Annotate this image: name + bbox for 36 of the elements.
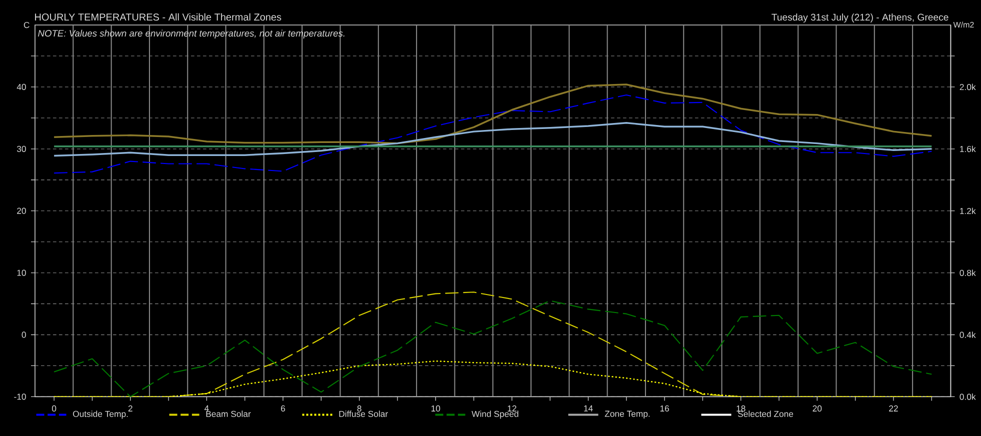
legend-label: Zone Temp. (604, 410, 650, 419)
x-tick-label: 10 (431, 405, 440, 412)
legend-label: Outside Temp. (73, 410, 128, 419)
y-tick-label: 40 (16, 84, 26, 90)
y-tick-label: 10 (17, 270, 26, 276)
x-tick-label: 18 (736, 405, 746, 412)
y2-tick-label: 1.6k (960, 146, 976, 152)
legend-label: Selected Zone (738, 410, 794, 417)
x-tick-label: 2 (128, 405, 132, 412)
chart-subtitle: Tuesday 31st July (212) - Athens, Greece (772, 14, 948, 22)
y-tick-label: 20 (17, 208, 26, 214)
line-series (53, 84, 933, 144)
y2-axis-title: W/m2 (953, 22, 974, 28)
y-tick-label: 0 (22, 332, 26, 338)
x-tick-label: 4 (204, 405, 209, 412)
x-tick-label: 16 (660, 405, 669, 412)
x-tick-label: 6 (281, 405, 286, 412)
x-tick-label: 22 (889, 405, 898, 412)
x-tick-label: 12 (508, 405, 516, 412)
y-axis-title: C (24, 22, 30, 28)
x-tick-label: 8 (357, 405, 362, 412)
y2-tick-label: 0.8k (960, 270, 976, 276)
legend-label: Beam Solar (206, 410, 251, 417)
line-series (54, 94, 932, 174)
y2-tick-label: 2.0k (960, 84, 976, 90)
x-tick-label: 20 (812, 405, 822, 412)
chart-title: HOURLY TEMPERATURES - All Visible Thermal Zones (35, 13, 282, 21)
y2-tick-label: 1.2k (960, 208, 976, 214)
y-tick-label: 30 (16, 146, 26, 152)
x-tick-label: 0 (52, 405, 56, 412)
x-tick-label: 14 (584, 405, 593, 412)
legend-label: Wind Speed (472, 410, 518, 419)
legend-label: Diffuse Solar (339, 410, 388, 417)
y2-tick-label: 0.4k (960, 332, 976, 338)
y2-tick-label: 0.0k (960, 394, 976, 400)
y-tick-label: -10 (14, 394, 26, 400)
